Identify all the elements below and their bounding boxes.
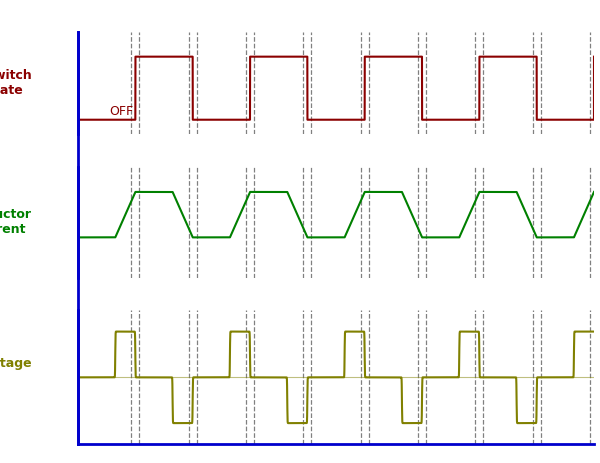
- Text: Induced Voltage
(EMF): Induced Voltage (EMF): [0, 357, 32, 385]
- Text: OFF: OFF: [109, 106, 133, 119]
- Text: Inductor
Current: Inductor Current: [0, 208, 32, 236]
- Text: Switch
State: Switch State: [0, 69, 32, 97]
